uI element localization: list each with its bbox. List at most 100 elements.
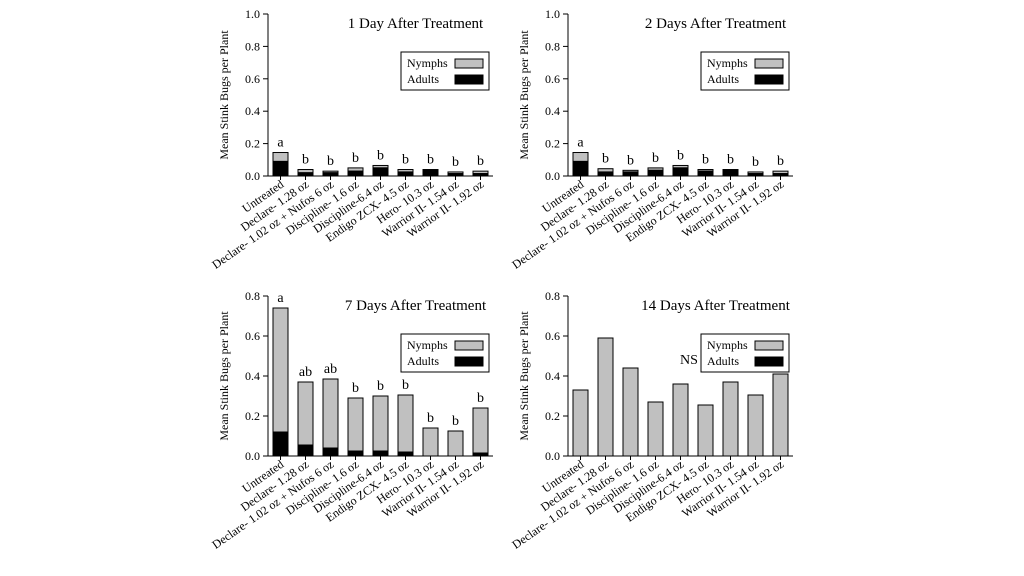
significance-letter: b [377,148,384,163]
y-tick-label: 1.0 [545,7,560,21]
y-tick-label: 0.0 [545,449,560,463]
y-tick-label: 0.4 [545,369,560,383]
significance-letter: b [477,154,484,169]
bar-nymphs [297,381,314,446]
significance-letter: b [352,151,359,166]
bar-adults [772,173,789,177]
y-tick-label: 0.8 [245,289,260,303]
bar-nymphs [472,407,489,454]
bar-adults [647,169,664,177]
significance-letter: a [277,136,284,151]
y-tick-label: 0.6 [245,72,260,86]
significance-letter: b [652,151,659,166]
bar-adults [397,451,414,457]
bar-adults [747,173,764,177]
y-tick-label: 0.0 [545,169,560,183]
bar-adults [397,171,414,177]
chart-title: 7 Days After Treatment [345,298,487,314]
panel-7-days: 7 Days After Treatment Mean Stink Bugs pe… [209,289,493,552]
y-tick-label: 0.6 [545,72,560,86]
bar-adults [672,167,689,177]
bar-adults [472,173,489,177]
y-tick-label: 0.2 [245,137,260,151]
significance-letter: ab [324,362,337,377]
panel-2-days: 2 Days After Treatment Mean Stink Bugs pe… [509,7,793,272]
bar-adults [347,170,364,177]
legend-swatch-adults [754,356,784,367]
legend-swatch-nymphs [754,58,784,69]
legend-swatch-adults [754,74,784,85]
bar-nymphs [347,397,364,452]
significance-letter: b [402,378,409,393]
bar-adults [297,444,314,457]
bar-adults [422,169,439,177]
bar-nymphs [772,373,789,457]
significance-letter: b [677,148,684,163]
bar-nymphs [447,430,464,457]
bar-nymphs [647,401,664,457]
bar-nymphs [672,383,689,457]
y-tick-label: 0.0 [245,449,260,463]
bar-adults [322,447,339,457]
bar-adults [622,171,639,177]
y-tick-label: 1.0 [245,7,260,21]
legend-label-nymphs: Nymphs [407,56,448,70]
bar-adults [272,431,289,457]
y-tick-label: 0.4 [245,104,260,118]
bar-adults [597,171,614,177]
legend-label-adults: Adults [707,354,739,368]
panel-14-days: 14 Days After Treatment Mean Stink Bugs p… [509,289,793,552]
bar-nymphs [722,381,739,457]
significance-letter: a [277,291,284,306]
significance-letter: b [427,153,434,168]
y-axis-label: Mean Stink Bugs per Plant [217,30,231,160]
legend-label-nymphs: Nymphs [407,338,448,352]
legend-swatch-adults [454,74,484,85]
significance-letter: b [402,153,409,168]
bar-adults [272,160,289,177]
bar-adults [322,172,339,177]
significance-letter: b [377,379,384,394]
bar-adults [347,450,364,457]
bar-nymphs [597,337,614,457]
bar-adults [297,172,314,177]
significance-letter: b [777,154,784,169]
y-axis-label: Mean Stink Bugs per Plant [517,30,531,160]
bar-adults [722,169,739,177]
bar-nymphs [572,389,589,457]
significance-letter: b [302,153,309,168]
bar-nymphs [272,307,289,433]
y-axis-label: Mean Stink Bugs per Plant [517,311,531,441]
legend-label-adults: Adults [407,72,439,86]
y-tick-label: 0.2 [245,409,260,423]
bar-adults [697,170,714,177]
significance-letter: b [627,153,634,168]
bar-nymphs [622,367,639,457]
y-tick-label: 0.2 [545,137,560,151]
legend-label-nymphs: Nymphs [707,338,748,352]
panel-1-day: 1 Day After Treatment Mean Stink Bugs per… [209,7,493,272]
significance-letter: b [452,414,459,429]
significance-letter: ab [299,365,312,380]
chart-annotation: NS [680,353,698,368]
bar-nymphs [322,378,339,449]
legend-label-adults: Adults [707,72,739,86]
chart-title: 2 Days After Treatment [645,16,787,32]
bar-nymphs [397,394,414,453]
bar-adults [372,450,389,457]
bar-nymphs [272,152,289,162]
significance-letter: b [327,154,334,169]
y-tick-label: 0.8 [545,39,560,53]
y-tick-label: 0.0 [245,169,260,183]
bar-adults [472,452,489,457]
significance-letter: b [477,391,484,406]
legend-label-nymphs: Nymphs [707,56,748,70]
chart-title: 1 Day After Treatment [348,16,484,32]
legend-swatch-adults [454,356,484,367]
bar-adults [447,173,464,177]
bar-nymphs [422,427,439,457]
legend-swatch-nymphs [454,340,484,351]
y-tick-label: 0.4 [245,369,260,383]
y-tick-label: 0.6 [545,329,560,343]
